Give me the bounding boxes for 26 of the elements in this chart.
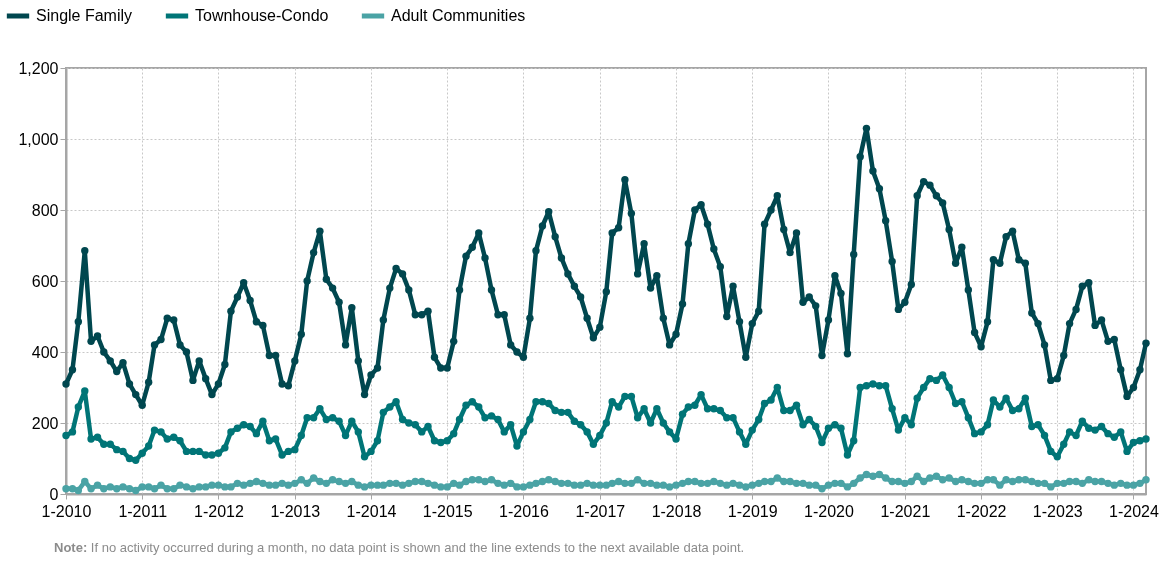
x-tick-label: 1-2021: [880, 502, 931, 520]
y-tick-label: 800: [31, 201, 59, 219]
x-tick-label: 1-2017: [575, 502, 626, 520]
y-tick-label: 400: [31, 343, 59, 361]
x-tick-label: 1-2022: [956, 502, 1007, 520]
x-tick-label: 1-2010: [41, 502, 92, 520]
x-tick-label: 1-2019: [727, 502, 778, 520]
legend-label: Adult Communities: [391, 7, 526, 24]
x-tick-label: 1-2012: [193, 502, 244, 520]
x-tick-label: 1-2014: [346, 502, 397, 520]
legend-label: Single Family: [36, 7, 133, 24]
x-tick-label: 1-2023: [1032, 502, 1083, 520]
x-tick-label: 1-2024: [1109, 502, 1159, 520]
x-tick-label: 1-2018: [651, 502, 702, 520]
y-tick-label: 1,000: [18, 130, 59, 148]
x-tick-label: 1-2011: [118, 502, 168, 520]
y-tick-label: 600: [31, 272, 59, 290]
x-tick-label: 1-2013: [270, 502, 321, 520]
y-tick-label: 0: [49, 485, 59, 503]
x-tick-label: 1-2015: [422, 502, 473, 520]
x-tick-label: 1-2016: [499, 502, 549, 520]
x-tick-label: 1-2020: [804, 502, 854, 520]
y-tick-label: 1,200: [18, 59, 59, 77]
y-tick-label: 200: [31, 414, 59, 432]
text: Note: If no activity occurred during a month, no data point is shown and the line extends to the next available data point.: [54, 540, 745, 555]
legend-label: Townhouse-Condo: [195, 7, 329, 24]
